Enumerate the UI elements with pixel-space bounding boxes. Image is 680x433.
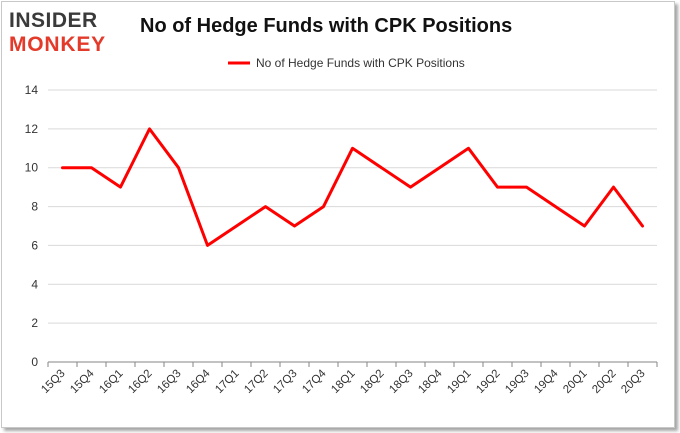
y-tick-label-8: 8 (31, 200, 38, 214)
logo-line-insider: INSIDER (9, 9, 98, 32)
y-tick-label-12: 12 (25, 122, 39, 136)
x-tick-label-16Q4: 16Q4 (184, 367, 213, 396)
logo-line-monkey: MONKEY (9, 33, 106, 56)
x-tick-label-19Q3: 19Q3 (503, 368, 531, 396)
x-tick-label-18Q4: 18Q4 (416, 367, 445, 396)
y-tick-label-6: 6 (31, 238, 38, 252)
x-tick-label-17Q1: 17Q1 (213, 368, 241, 396)
x-tick-label-16Q1: 16Q1 (97, 368, 125, 396)
x-tick-label-20Q1: 20Q1 (561, 368, 589, 396)
x-tick-label-17Q4: 17Q4 (300, 367, 329, 396)
x-tick-label-19Q1: 19Q1 (445, 368, 473, 396)
y-tick-label-10: 10 (25, 161, 39, 175)
x-tick-label-18Q1: 18Q1 (329, 368, 357, 396)
x-tick-label-19Q2: 19Q2 (474, 368, 502, 396)
x-tick-label-15Q3: 15Q3 (39, 368, 67, 396)
x-tick-label-17Q3: 17Q3 (271, 368, 299, 396)
chart-title: No of Hedge Funds with CPK Positions (140, 15, 513, 37)
x-tick-label-18Q3: 18Q3 (387, 368, 415, 396)
x-tick-label-18Q2: 18Q2 (358, 368, 386, 396)
y-tick-label-2: 2 (31, 316, 38, 330)
series-line-0 (61, 127, 644, 247)
x-tick-label-15Q4: 15Q4 (68, 367, 97, 396)
x-tick-label-20Q2: 20Q2 (590, 368, 618, 396)
y-tick-label-0: 0 (31, 355, 38, 369)
x-tick-label-16Q3: 16Q3 (155, 368, 183, 396)
x-tick-label-19Q4: 19Q4 (532, 367, 561, 396)
y-tick-label-4: 4 (31, 277, 38, 291)
y-tick-label-14: 14 (25, 83, 39, 97)
x-tick-label-17Q2: 17Q2 (242, 368, 270, 396)
x-tick-label-16Q2: 16Q2 (126, 368, 154, 396)
chart-frame (1, 1, 675, 428)
insider-monkey-logo: INSIDER MONKEY (9, 10, 127, 56)
x-tick-label-20Q3: 20Q3 (619, 368, 647, 396)
legend-label: No of Hedge Funds with CPK Positions (256, 56, 465, 70)
